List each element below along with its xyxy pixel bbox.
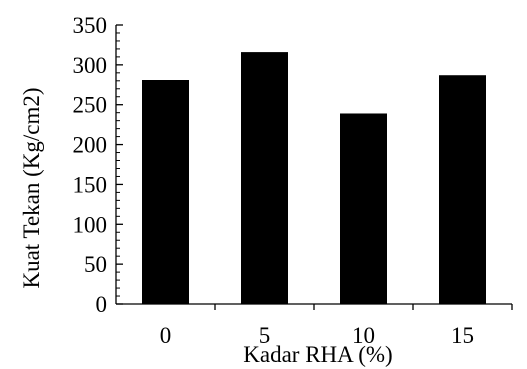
bars [142,52,486,305]
y-axis-title: Kuat Tekan (Kg/cm2) [19,87,44,288]
y-tick-label: 300 [73,53,108,78]
y-tick-label: 250 [73,93,108,118]
y-tick-label: 200 [73,133,108,158]
y-tick-label: 100 [73,212,108,237]
y-axis: 0 50 100 150 200 250 300 350 [73,13,123,317]
x-tick-label: 15 [451,323,474,348]
bar [340,113,387,305]
bar [439,75,486,304]
x-tick-label: 5 [259,323,271,348]
x-axis-title: Kadar RHA (%) [243,342,392,367]
x-tick-label: 10 [352,323,375,348]
bar [241,52,288,304]
y-tick-label: 50 [84,252,107,277]
y-tick-label: 0 [96,292,108,317]
bar [142,80,189,304]
y-tick-label: 350 [73,13,108,38]
x-tick-label: 0 [160,323,172,348]
y-tick-label: 150 [73,172,108,197]
